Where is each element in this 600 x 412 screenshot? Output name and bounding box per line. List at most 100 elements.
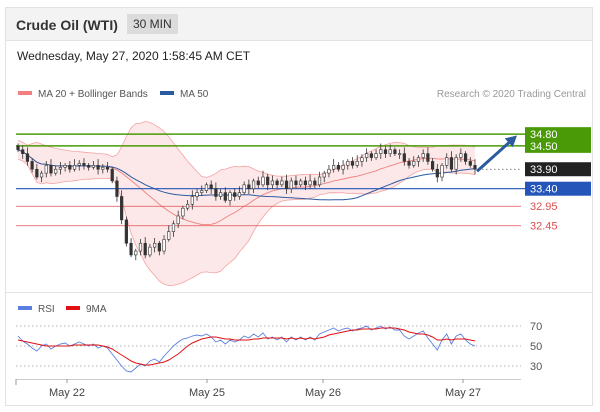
x-tick-label: May 26 bbox=[305, 387, 341, 399]
candle-body bbox=[308, 180, 312, 186]
candle-body bbox=[157, 242, 161, 252]
candle-body bbox=[138, 242, 143, 252]
last-price-tag bbox=[525, 162, 591, 177]
resistance-tag bbox=[525, 127, 591, 142]
candle-body bbox=[341, 165, 345, 170]
chart-header: Crude Oil (WTI) 30 MIN bbox=[5, 7, 593, 41]
candle-body bbox=[91, 165, 95, 168]
chart-datetime: Wednesday, May 27, 2020 1:58:45 AM CET bbox=[17, 49, 251, 63]
candle-body bbox=[162, 239, 166, 252]
bollinger-legend-label: MA 20 + Bollinger Bands bbox=[38, 89, 148, 100]
candle-body bbox=[87, 165, 91, 168]
candle-body bbox=[171, 223, 176, 232]
support-tag bbox=[525, 181, 591, 196]
candle-body bbox=[96, 165, 100, 170]
candle-body bbox=[369, 153, 373, 158]
candle-body bbox=[72, 165, 77, 170]
resistance-tag bbox=[525, 138, 591, 153]
rsi-tick-label: 50 bbox=[530, 341, 542, 353]
candle-body bbox=[379, 149, 383, 154]
candle-body bbox=[317, 176, 322, 186]
bollinger-lower-line bbox=[17, 158, 476, 287]
candle-body bbox=[402, 153, 406, 162]
target-label: 32.45 bbox=[530, 221, 558, 233]
forecast-arrow-shaft bbox=[476, 137, 515, 173]
candle-body bbox=[105, 166, 110, 170]
candle-body bbox=[115, 180, 119, 197]
candle-body bbox=[214, 188, 218, 197]
candle-body bbox=[256, 180, 260, 186]
candle-body bbox=[261, 176, 265, 186]
candle-body bbox=[435, 168, 439, 178]
candle-body bbox=[110, 168, 114, 182]
candle-body bbox=[360, 157, 364, 162]
candle-body bbox=[398, 153, 402, 155]
candle-body bbox=[303, 180, 307, 186]
candle-body bbox=[101, 166, 105, 170]
x-tick-label: May 25 bbox=[189, 387, 225, 399]
candle-body bbox=[124, 219, 128, 244]
candle-body bbox=[54, 168, 58, 174]
candle-body bbox=[82, 163, 86, 166]
candle-body bbox=[181, 207, 185, 217]
candle-body bbox=[284, 180, 289, 190]
rsi-tick-label: 30 bbox=[530, 361, 542, 373]
candle-body bbox=[289, 180, 293, 190]
candle-body bbox=[153, 242, 157, 248]
candle-body bbox=[134, 250, 138, 256]
candle-body bbox=[120, 196, 124, 221]
candle-body bbox=[129, 242, 133, 256]
candle-body bbox=[322, 172, 326, 178]
candle-body bbox=[233, 192, 237, 197]
candle-body bbox=[195, 192, 199, 197]
candle-body bbox=[426, 153, 430, 162]
candle-body bbox=[251, 180, 256, 190]
candle-body bbox=[223, 192, 227, 201]
forecast-arrow-head bbox=[504, 135, 517, 148]
candle-body bbox=[388, 149, 392, 154]
resistance-label: 34.50 bbox=[530, 141, 558, 153]
candle-body bbox=[242, 184, 246, 193]
candle-body bbox=[148, 246, 152, 256]
rsi-ma-legend-swatch bbox=[66, 306, 80, 310]
credit-text: Research © 2020 Trading Central bbox=[437, 89, 586, 100]
candle-body bbox=[77, 163, 81, 166]
candle-body bbox=[431, 161, 435, 170]
rsi-legend-swatch bbox=[18, 306, 32, 310]
candle-body bbox=[237, 192, 242, 197]
candle-body bbox=[445, 157, 449, 166]
candle-body bbox=[463, 153, 468, 162]
candle-body bbox=[39, 172, 44, 178]
rsi-ma-legend-label: 9MA bbox=[86, 304, 107, 315]
candle-body bbox=[30, 161, 34, 170]
rsi-line bbox=[17, 325, 476, 373]
candle-body bbox=[68, 165, 72, 170]
rsi-legend-label: RSI bbox=[38, 304, 55, 315]
last-price-label: 33.90 bbox=[530, 164, 558, 176]
candle-body bbox=[228, 192, 232, 201]
candle-body bbox=[275, 180, 279, 186]
candle-body bbox=[63, 165, 67, 168]
candle-body bbox=[440, 165, 444, 178]
candle-body bbox=[25, 153, 30, 162]
candle-body bbox=[355, 161, 359, 166]
candle-body bbox=[21, 149, 25, 154]
candle-body bbox=[200, 190, 204, 193]
candle-body bbox=[143, 242, 147, 256]
rsi-tick-label: 70 bbox=[530, 321, 542, 333]
candle-body bbox=[247, 184, 251, 190]
candle-body bbox=[393, 149, 397, 154]
candle-body bbox=[176, 215, 180, 225]
x-tick-label: May 22 bbox=[49, 387, 85, 399]
candle-body bbox=[350, 161, 355, 166]
bollinger-upper-line bbox=[17, 121, 476, 178]
interval-badge[interactable]: 30 MIN bbox=[127, 14, 178, 34]
candle-body bbox=[468, 161, 472, 166]
candle-body bbox=[58, 166, 62, 170]
candle-body bbox=[449, 157, 454, 170]
candle-body bbox=[49, 165, 53, 174]
ma50-legend-label: MA 50 bbox=[180, 89, 209, 100]
candle-body bbox=[327, 168, 331, 174]
candle-body bbox=[44, 165, 48, 174]
